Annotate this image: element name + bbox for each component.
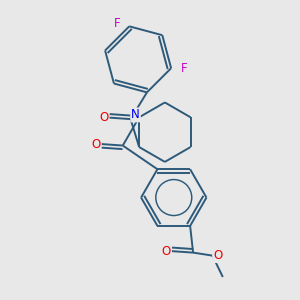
Text: O: O xyxy=(162,244,171,258)
Text: F: F xyxy=(114,17,120,30)
Text: O: O xyxy=(99,111,109,124)
Text: F: F xyxy=(181,62,187,75)
Text: N: N xyxy=(131,108,140,122)
Text: O: O xyxy=(213,249,222,262)
Text: O: O xyxy=(92,138,100,151)
